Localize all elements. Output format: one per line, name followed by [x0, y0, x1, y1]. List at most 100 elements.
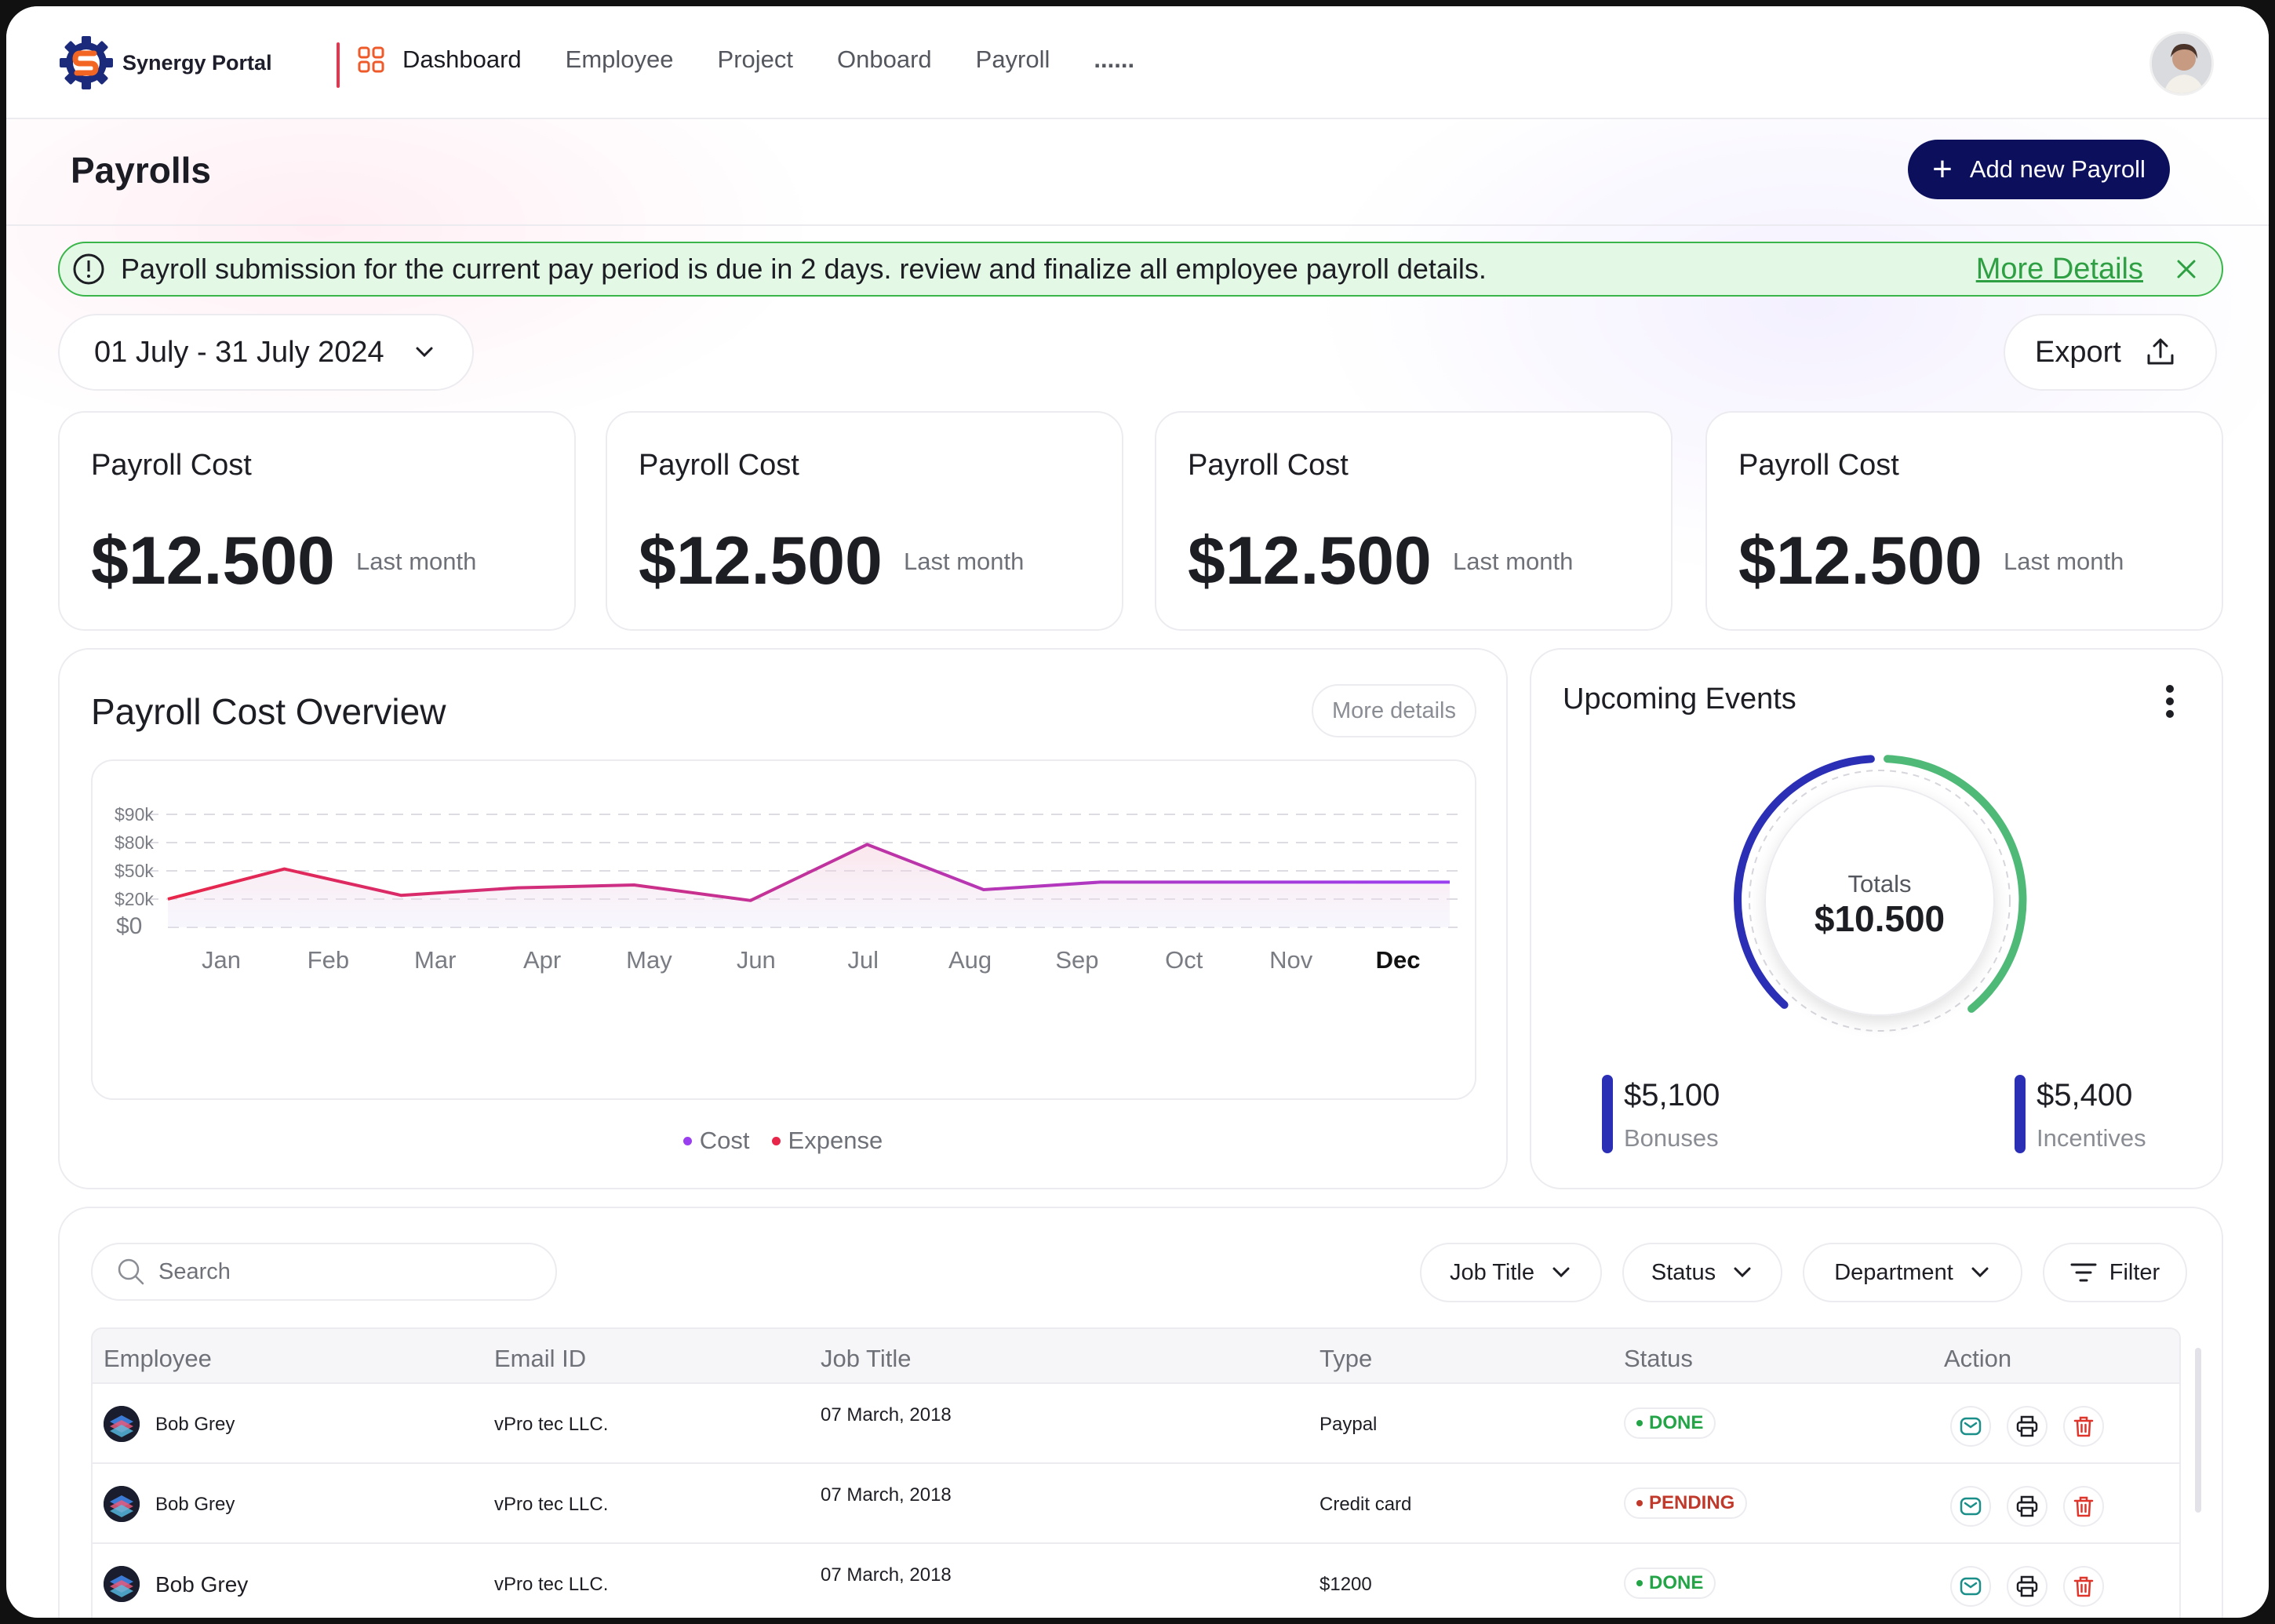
nav-payroll[interactable]: Payroll: [975, 46, 1050, 73]
filter-label: Status: [1651, 1259, 1716, 1285]
column-header-action[interactable]: Action: [1944, 1345, 2012, 1372]
x-tick-label: Sep: [1055, 946, 1098, 974]
nav-onboard[interactable]: Onboard: [837, 46, 932, 73]
print-action-button[interactable]: [2007, 1406, 2048, 1447]
event-value: $5,100: [1624, 1078, 1720, 1112]
column-header-status[interactable]: Status: [1624, 1345, 1693, 1372]
trash-icon: [2073, 1576, 2094, 1597]
date-range-picker[interactable]: 01 July - 31 July 2024: [58, 314, 474, 391]
user-avatar[interactable]: [2149, 31, 2214, 96]
x-tick-label: Feb: [308, 946, 349, 974]
x-tick-label: Apr: [523, 946, 561, 974]
add-payroll-button[interactable]: + Add new Payroll: [1908, 140, 2170, 199]
payment-type: $1200: [1320, 1574, 1372, 1595]
mail-icon: [1960, 1417, 1982, 1436]
chart-area-fill: [168, 844, 1450, 927]
date-range-value: 01 July - 31 July 2024: [94, 335, 384, 369]
status-badge: PENDING: [1624, 1487, 1748, 1519]
export-button[interactable]: Export: [2004, 314, 2217, 391]
nav-project[interactable]: Project: [717, 46, 793, 73]
filter-lines-icon: [2070, 1263, 2097, 1282]
event-label: Incentives: [2037, 1124, 2146, 1152]
table-row[interactable]: Bob Grey vPro tec LLC. 07 March, 2018 $1…: [91, 1544, 2181, 1618]
column-header-type[interactable]: Type: [1320, 1345, 1373, 1372]
event-color-bar: [2015, 1075, 2026, 1153]
status-text: PENDING: [1649, 1492, 1735, 1513]
info-circle-icon: [73, 253, 104, 285]
status-filter[interactable]: Status: [1622, 1243, 1782, 1302]
table-scrollbar[interactable]: [2195, 1348, 2201, 1513]
email-action-button[interactable]: [1950, 1406, 1991, 1447]
stat-title: Payroll Cost: [1738, 449, 1899, 482]
stat-cards: Payroll Cost $12.500 Last month Payroll …: [58, 411, 2223, 631]
department-filter[interactable]: Department: [1803, 1243, 2022, 1302]
logo[interactable]: Synergy Portal: [58, 35, 272, 91]
trash-icon: [2073, 1496, 2094, 1517]
employee-avatar-icon: [104, 1406, 140, 1442]
employee-avatar-icon: [104, 1486, 140, 1522]
status-text: DONE: [1649, 1412, 1704, 1433]
event-stat-bonuses: $5,100 Bonuses: [1602, 1075, 1720, 1153]
column-header-email[interactable]: Email ID: [494, 1345, 587, 1372]
email-id: vPro tec LLC.: [494, 1574, 609, 1595]
chart-point: [399, 894, 402, 897]
mail-icon: [1960, 1577, 1982, 1596]
y-tick-label: $20k: [115, 889, 154, 909]
nav-employee[interactable]: Employee: [565, 46, 674, 73]
column-header-employee[interactable]: Employee: [104, 1345, 212, 1372]
column-header-job-title[interactable]: Job Title: [821, 1345, 912, 1372]
job-title: 07 March, 2018: [821, 1404, 952, 1426]
nav-more[interactable]: ......: [1094, 46, 1135, 73]
print-action-button[interactable]: [2007, 1566, 2048, 1607]
payment-type: Paypal: [1320, 1414, 1378, 1435]
delete-action-button[interactable]: [2063, 1566, 2104, 1607]
chart-point: [749, 899, 752, 902]
event-stat-incentives: $5,400 Incentives: [2015, 1075, 2146, 1153]
search-box[interactable]: [91, 1243, 557, 1301]
job-title-filter[interactable]: Job Title: [1420, 1243, 1602, 1302]
table-row[interactable]: Bob Grey vPro tec LLC. 07 March, 2018 Pa…: [91, 1384, 2181, 1464]
legend-label: Cost: [699, 1127, 750, 1154]
filter-label: Job Title: [1450, 1259, 1534, 1285]
employee-avatar: [104, 1486, 140, 1522]
y-tick-label: $50k: [115, 861, 154, 881]
email-id: vPro tec LLC.: [494, 1494, 609, 1515]
stat-sub: Last month: [356, 548, 477, 575]
job-title: 07 March, 2018: [821, 1484, 952, 1506]
plus-icon: +: [1932, 150, 1953, 188]
filter-button[interactable]: Filter: [2043, 1243, 2187, 1302]
filter-label: Department: [1834, 1259, 1953, 1285]
chart-point: [865, 843, 868, 846]
chart-point: [166, 898, 169, 901]
print-action-button[interactable]: [2007, 1486, 2048, 1527]
email-action-button[interactable]: [1950, 1566, 1991, 1607]
chevron-down-icon: [1734, 1267, 1751, 1278]
chart-title: Payroll Cost Overview: [91, 691, 446, 732]
status-dot: [1636, 1500, 1643, 1506]
chart-more-details-button[interactable]: More details: [1312, 684, 1476, 737]
chart-container: $0 $20k $50k $80k $90k Jan Feb Mar Apr May Jun Jul A…: [91, 759, 1476, 1100]
chart-point: [982, 888, 985, 891]
top-nav: Synergy Portal Dashboard Employee Projec…: [6, 6, 2269, 119]
email-id: vPro tec LLC.: [494, 1414, 609, 1435]
employee-name: Bob Grey: [155, 1494, 235, 1515]
search-input[interactable]: [158, 1258, 535, 1285]
printer-icon: [2016, 1415, 2038, 1437]
chevron-down-icon: [1552, 1267, 1570, 1278]
more-vertical-icon[interactable]: [2164, 684, 2176, 719]
chart-point: [1098, 880, 1101, 883]
table-row[interactable]: Bob Grey vPro tec LLC. 07 March, 2018 Cr…: [91, 1464, 2181, 1544]
y-tick-label: $80k: [115, 832, 154, 853]
delete-action-button[interactable]: [2063, 1406, 2104, 1447]
status-text: DONE: [1649, 1572, 1704, 1593]
employee-avatar: [104, 1566, 140, 1602]
events-donut-chart: Totals $10.500: [1734, 755, 2027, 1032]
alert-more-details-link[interactable]: More Details: [1975, 252, 2143, 286]
nav-dashboard[interactable]: Dashboard: [357, 46, 522, 74]
email-action-button[interactable]: [1950, 1486, 1991, 1527]
status-dot: [1636, 1580, 1643, 1586]
delete-action-button[interactable]: [2063, 1486, 2104, 1527]
close-icon[interactable]: [2175, 257, 2198, 281]
donut-total-value: $10.500: [1815, 898, 1945, 939]
job-title: 07 March, 2018: [821, 1564, 952, 1586]
